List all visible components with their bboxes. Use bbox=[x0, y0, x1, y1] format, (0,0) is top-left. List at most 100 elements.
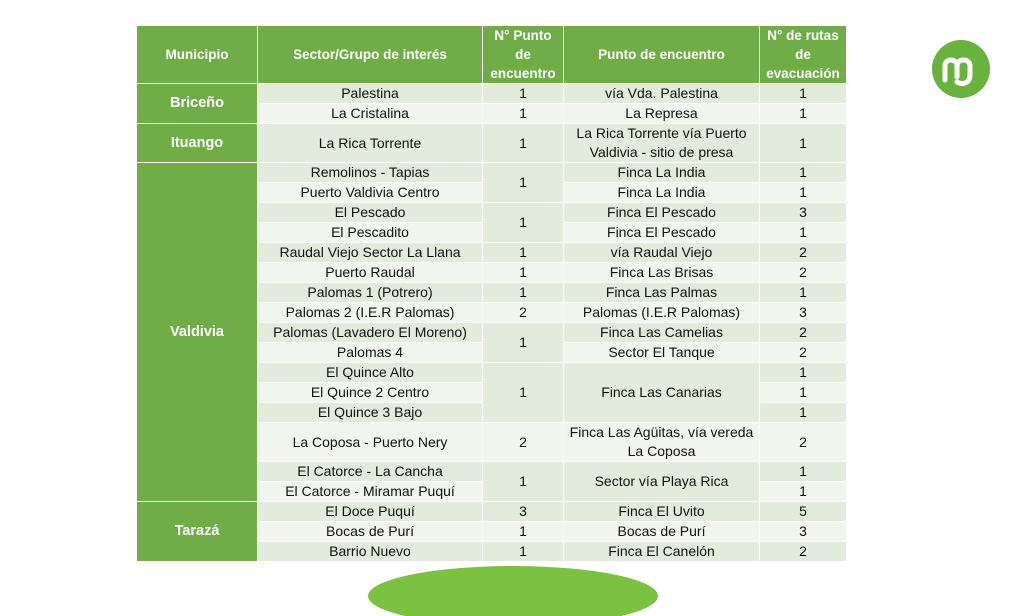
rutas-cell: 1 bbox=[759, 103, 847, 124]
sector-cell: El Quince Alto bbox=[257, 362, 483, 383]
header-row: Municipio Sector/Grupo de interés N° Pun… bbox=[136, 25, 847, 84]
sector-cell: El Quince 3 Bajo bbox=[257, 402, 483, 423]
sector-cell: Palomas (Lavadero El Moreno) bbox=[257, 322, 483, 343]
rutas-cell: 2 bbox=[759, 541, 847, 562]
punto-cell: La Represa bbox=[563, 103, 760, 124]
m-letter-logo-icon bbox=[932, 40, 990, 98]
municipio-cell: Ituango bbox=[136, 123, 258, 163]
sector-cell: Palomas 1 (Potrero) bbox=[257, 282, 483, 303]
header-punto-num-line2: de bbox=[515, 47, 531, 62]
table-row: Bocas de Purí 1 Bocas de Purí 3 bbox=[137, 521, 847, 542]
punto-cell: Palomas (I.E.R Palomas) bbox=[563, 302, 760, 323]
municipio-cell: Briceño bbox=[136, 83, 258, 124]
punto-cell: Finca La India bbox=[563, 182, 760, 203]
table-row: Briceño Palestina 1 vía Vda. Palestina 1 bbox=[136, 83, 847, 124]
punto-cell: Sector vía Playa Rica bbox=[563, 461, 760, 502]
sector-cell: El Quince 2 Centro bbox=[257, 382, 483, 403]
rutas-cell: 3 bbox=[759, 202, 847, 223]
punto-num-cell: 1 bbox=[482, 521, 564, 542]
table-row: Palomas 4 Sector El Tanque 2 bbox=[137, 342, 847, 363]
header-punto-num-line1: N° Punto bbox=[494, 28, 552, 43]
punto-num-cell: 1 bbox=[482, 162, 564, 203]
punto-num-cell: 1 bbox=[482, 123, 564, 163]
punto-num-cell: 1 bbox=[482, 202, 564, 243]
sector-cell: Barrio Nuevo bbox=[257, 541, 483, 562]
rutas-cell: 3 bbox=[759, 302, 847, 323]
header-punto-num-line3: encuentro bbox=[490, 66, 556, 81]
punto-cell: Sector El Tanque bbox=[563, 342, 760, 363]
rutas-cell: 2 bbox=[759, 342, 847, 363]
table-row: Palomas (Lavadero El Moreno) 1 Finca Las… bbox=[137, 322, 847, 363]
table-row: Tarazá El Doce Puquí 3 Finca El Uvito 5 bbox=[136, 501, 847, 562]
table-row: Palomas 1 (Potrero) 1 Finca Las Palmas 1 bbox=[137, 282, 847, 303]
sector-cell: Palestina bbox=[257, 83, 483, 104]
sector-cell: Puerto Valdivia Centro bbox=[257, 182, 483, 203]
sector-cell: Palomas 4 bbox=[257, 342, 483, 363]
punto-cell: Finca La India bbox=[563, 162, 760, 183]
table-row: Puerto Raudal 1 Finca Las Brisas 2 bbox=[137, 262, 847, 283]
punto-num-cell: 1 bbox=[482, 541, 564, 562]
sector-cell: La Coposa - Puerto Nery bbox=[257, 422, 483, 462]
table-row: Palomas 2 (I.E.R Palomas) 2 Palomas (I.E… bbox=[137, 302, 847, 323]
punto-num-cell: 1 bbox=[482, 461, 564, 502]
punto-num-cell: 1 bbox=[482, 282, 564, 303]
punto-cell: Finca El Pescado bbox=[563, 222, 760, 243]
rutas-cell: 1 bbox=[759, 222, 847, 243]
rutas-cell: 2 bbox=[759, 242, 847, 263]
table-row: Raudal Viejo Sector La Llana 1 vía Rauda… bbox=[137, 242, 847, 263]
sector-cell: Bocas de Purí bbox=[257, 521, 483, 542]
punto-cell: Finca El Uvito bbox=[563, 501, 760, 522]
header-punto-num: N° Punto de encuentro bbox=[482, 25, 564, 84]
rutas-cell: 1 bbox=[759, 461, 847, 482]
rutas-cell: 1 bbox=[759, 402, 847, 423]
header-rutas-line1: N° de rutas bbox=[767, 28, 839, 43]
sector-cell: El Catorce - La Cancha bbox=[257, 461, 483, 482]
punto-cell: vía Raudal Viejo bbox=[563, 242, 760, 263]
punto-num-cell: 3 bbox=[482, 501, 564, 522]
table-row: Ituango La Rica Torrente 1 La Rica Torre… bbox=[136, 123, 847, 163]
rutas-cell: 3 bbox=[759, 521, 847, 542]
sector-cell: El Doce Puquí bbox=[257, 501, 483, 522]
sector-cell: La Cristalina bbox=[257, 103, 483, 124]
rutas-cell: 2 bbox=[759, 262, 847, 283]
header-rutas-line3: evacuación bbox=[766, 66, 840, 81]
punto-cell: Finca Las Canarias bbox=[563, 362, 760, 423]
punto-cell: Finca Las Agüitas, vía vereda La Coposa bbox=[563, 422, 760, 462]
punto-cell: Finca El Pescado bbox=[563, 202, 760, 223]
rutas-cell: 1 bbox=[759, 282, 847, 303]
punto-cell: vía Vda. Palestina bbox=[563, 83, 760, 104]
table-row: El Pescado 1 Finca El Pescado 3 bbox=[137, 202, 847, 243]
rutas-cell: 1 bbox=[759, 123, 847, 163]
punto-cell: La Rica Torrente vía Puerto Valdivia - s… bbox=[563, 123, 760, 163]
header-municipio: Municipio bbox=[136, 25, 258, 84]
sector-cell: El Pescadito bbox=[257, 222, 483, 243]
header-sector: Sector/Grupo de interés bbox=[257, 25, 483, 84]
punto-num-cell: 1 bbox=[482, 262, 564, 283]
rutas-cell: 1 bbox=[759, 83, 847, 104]
punto-cell: Finca Las Camelias bbox=[563, 322, 760, 343]
rutas-cell: 5 bbox=[759, 501, 847, 522]
rutas-cell: 2 bbox=[759, 322, 847, 343]
sector-cell: La Rica Torrente bbox=[257, 123, 483, 163]
sector-cell: Raudal Viejo Sector La Llana bbox=[257, 242, 483, 263]
punto-cell: Finca Las Brisas bbox=[563, 262, 760, 283]
rutas-cell: 1 bbox=[759, 162, 847, 183]
municipio-cell: Valdivia bbox=[136, 162, 258, 502]
sector-cell: El Catorce - Miramar Puquí bbox=[257, 481, 483, 502]
punto-num-cell: 2 bbox=[482, 422, 564, 462]
punto-cell: Finca El Canelón bbox=[563, 541, 760, 562]
punto-num-cell: 1 bbox=[482, 322, 564, 363]
rutas-cell: 1 bbox=[759, 182, 847, 203]
table-row: El Catorce - Miramar Puquí 1 bbox=[137, 481, 847, 502]
rutas-cell: 2 bbox=[759, 422, 847, 462]
slide: Municipio Sector/Grupo de interés N° Pun… bbox=[136, 25, 990, 616]
evacuation-table: Municipio Sector/Grupo de interés N° Pun… bbox=[136, 25, 847, 562]
punto-cell: Bocas de Purí bbox=[563, 521, 760, 542]
punto-num-cell: 1 bbox=[482, 103, 564, 124]
punto-cell: Finca Las Palmas bbox=[563, 282, 760, 303]
header-punto: Punto de encuentro bbox=[563, 25, 760, 84]
header-rutas: N° de rutas de evacuación bbox=[759, 25, 847, 84]
decorative-arc-icon bbox=[368, 566, 658, 616]
sector-cell: Palomas 2 (I.E.R Palomas) bbox=[257, 302, 483, 323]
sector-cell: Remolinos - Tapias bbox=[257, 162, 483, 183]
